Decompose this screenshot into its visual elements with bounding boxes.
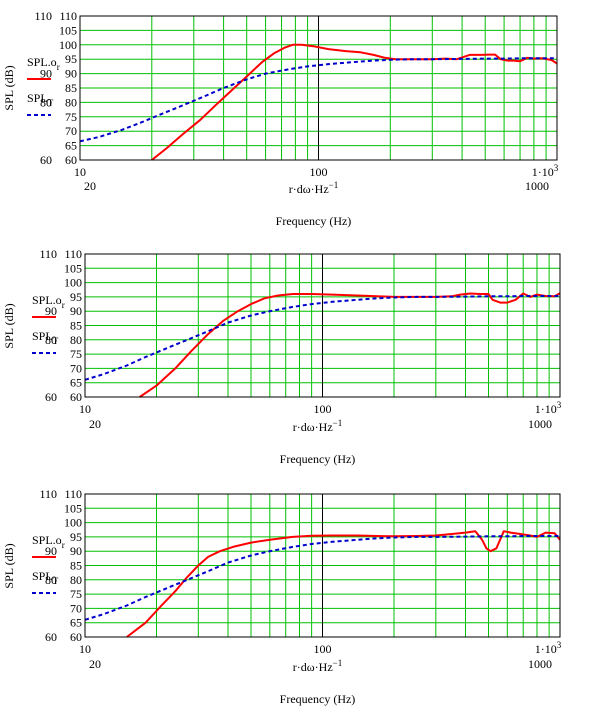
y-tick-label: 90 [65,67,77,81]
y-tick-label: 60 [70,630,82,644]
legend: SPL.or SPLT [32,533,65,594]
y-extra-label: 60 [45,390,57,404]
x-axis-label: Frequency (Hz) [280,692,356,706]
y-tick-label: 95 [65,52,77,66]
x-axis-expression: r·dω·Hz−1 [289,180,338,196]
legend-label: SPLT [27,91,54,108]
legend-label: SPL.or [32,293,65,310]
y-tick-label: 110 [59,9,77,23]
x-tick-label: 100 [314,402,332,416]
y-extra-label: 90 [45,304,57,318]
y-tick-label: 95 [70,530,82,544]
y-tick-label: 65 [65,139,77,153]
legend-label: SPL.or [27,55,60,72]
y-tick-label: 85 [70,319,82,333]
y-tick-label: 110 [64,487,82,501]
y-extra-label: 110 [39,487,57,501]
y-tick-label: 85 [70,559,82,573]
y-tick-label: 75 [70,347,82,361]
x-tick-label: 100 [314,642,332,656]
x-range-max-label: 1000 [528,657,552,671]
x-range-min-label: 20 [84,179,96,193]
y-extra-label: 90 [45,544,57,558]
x-tick-label: 1·103 [532,163,559,179]
y-tick-label: 90 [70,304,82,318]
series-line-spl-or [126,530,561,638]
y-extra-label: 80 [45,573,57,587]
legend-label: SPL.or [32,533,65,550]
x-range-min-label: 20 [89,417,101,431]
y-extra-label: 90 [40,67,52,81]
x-axis-expression: r·dω·Hz−1 [293,658,342,674]
x-axis-label: Frequency (Hz) [276,214,352,228]
y-extra-label: 60 [40,153,52,167]
y-tick-label: 105 [64,501,82,515]
y-tick-label: 110 [64,247,82,261]
y-tick-label: 85 [65,81,77,95]
x-range-max-label: 1000 [525,179,549,193]
x-axis-label: Frequency (Hz) [280,452,356,466]
series-line-spl-t [84,535,560,621]
x-tick-label: 10 [74,165,86,179]
x-axis-expression: r·dω·Hz−1 [293,418,342,434]
y-tick-label: 70 [70,601,82,615]
y-tick-label: 70 [65,124,77,138]
series-line-spl-or [151,43,558,161]
y-tick-label: 95 [70,290,82,304]
series-line-spl-t [84,295,560,381]
y-tick-label: 100 [64,276,82,290]
y-tick-label: 100 [64,516,82,530]
y-extra-label: 110 [34,9,52,23]
y-tick-label: 65 [70,376,82,390]
legend-label: SPLT [32,329,59,346]
y-tick-label: 90 [70,544,82,558]
plot-frame [84,493,561,638]
legend-label: SPLT [32,569,59,586]
y-tick-label: 105 [59,23,77,37]
x-tick-label: 100 [310,165,328,179]
x-tick-label: 1·103 [535,400,562,416]
x-tick-label: 10 [79,402,91,416]
y-axis-label: SPL (dB) [2,303,16,348]
y-extra-label: 80 [40,95,52,109]
y-tick-label: 75 [70,587,82,601]
y-tick-label: 105 [64,261,82,275]
y-tick-label: 70 [70,361,82,375]
y-tick-label: 100 [59,38,77,52]
legend: SPL.or SPLT [27,55,60,116]
y-tick-label: 80 [65,95,77,109]
y-tick-label: 75 [65,110,77,124]
legend: SPL.or SPLT [32,293,65,354]
x-range-min-label: 20 [89,657,101,671]
y-tick-label: 60 [65,153,77,167]
y-extra-label: 60 [45,630,57,644]
plot-frame [84,253,561,398]
series-line-spl-t [79,57,557,143]
y-extra-label: 80 [45,333,57,347]
x-range-max-label: 1000 [528,417,552,431]
x-tick-label: 1·103 [535,640,562,656]
y-axis-label: SPL (dB) [2,65,16,110]
y-tick-label: 60 [70,390,82,404]
y-axis-label: SPL (dB) [2,543,16,588]
x-tick-label: 10 [79,642,91,656]
y-tick-label: 80 [70,333,82,347]
plot-frame [79,15,558,161]
y-tick-label: 65 [70,616,82,630]
y-tick-label: 80 [70,573,82,587]
y-extra-label: 110 [39,247,57,261]
